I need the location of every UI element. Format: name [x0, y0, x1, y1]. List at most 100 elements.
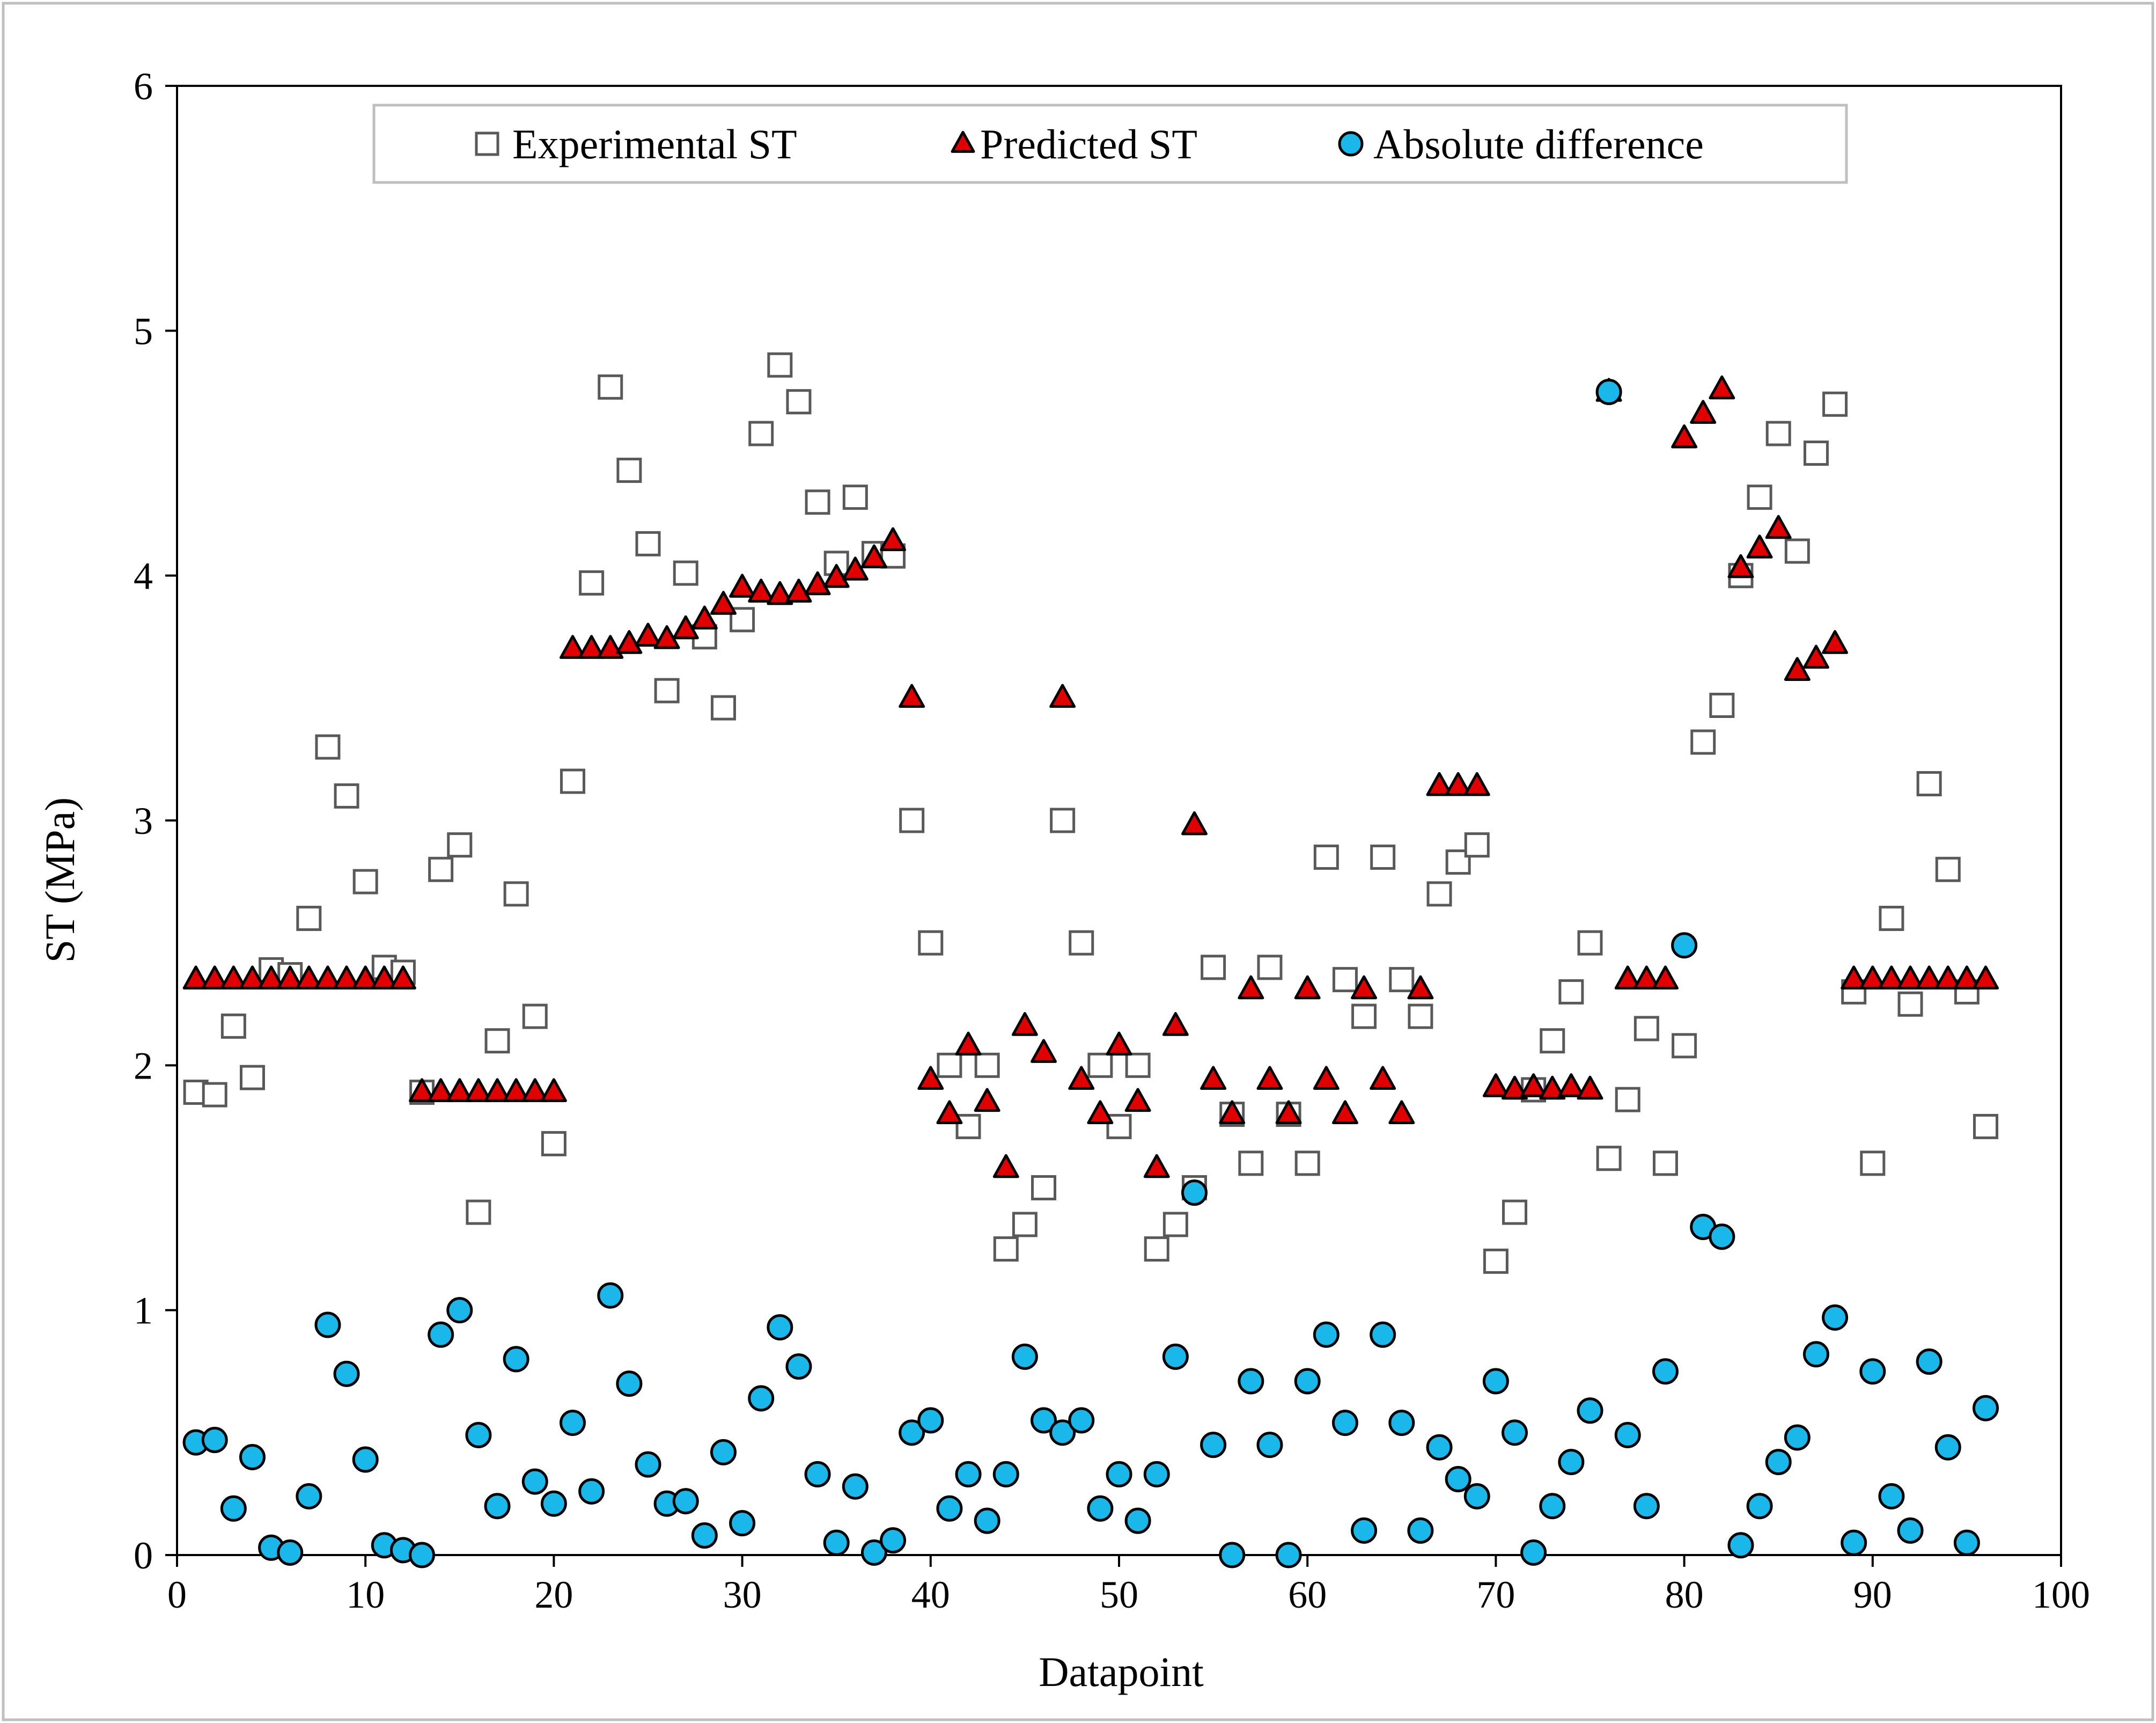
point-experimental-st — [918, 930, 944, 956]
point-predicted-st — [748, 578, 775, 603]
point-predicted-st — [691, 605, 718, 630]
point-predicted-st — [672, 615, 699, 640]
x-tick-label: 60 — [1288, 1573, 1327, 1616]
point-absolute-difference — [201, 1427, 228, 1454]
point-experimental-st — [560, 768, 586, 794]
point-experimental-st — [899, 808, 925, 833]
point-experimental-st — [1069, 930, 1094, 956]
point-predicted-st — [1916, 965, 1942, 989]
point-absolute-difference — [691, 1522, 718, 1549]
series-predicted-st — [182, 375, 1999, 1178]
point-absolute-difference — [1727, 1532, 1754, 1559]
point-absolute-difference — [748, 1385, 775, 1412]
point-experimental-st — [1860, 1150, 1886, 1176]
point-predicted-st — [767, 581, 793, 605]
y-tick-label: 2 — [134, 1044, 153, 1087]
point-experimental-st — [1615, 1087, 1640, 1112]
point-experimental-st — [1765, 421, 1791, 446]
point-predicted-st — [936, 1100, 963, 1124]
point-predicted-st — [540, 1078, 567, 1102]
point-absolute-difference — [1671, 932, 1698, 959]
point-absolute-difference — [1106, 1461, 1132, 1487]
point-absolute-difference — [1331, 1410, 1358, 1436]
point-absolute-difference — [1200, 1432, 1227, 1458]
axes: 0 10 20 30 40 50 60 70 80 90 100 0 1 2 3 4 5 6 — [134, 65, 2090, 1616]
point-absolute-difference — [220, 1495, 247, 1522]
legend-marker-experimental-st — [475, 131, 499, 156]
point-predicted-st — [974, 1088, 1000, 1112]
point-experimental-st — [1389, 967, 1415, 993]
point-experimental-st — [1502, 1199, 1528, 1225]
point-experimental-st — [1483, 1248, 1509, 1274]
legend-label-absolute-difference: Absolute difference — [1373, 121, 1704, 167]
point-absolute-difference — [785, 1353, 812, 1380]
point-absolute-difference — [296, 1483, 322, 1509]
point-predicted-st — [899, 684, 925, 708]
point-predicted-st — [578, 635, 605, 659]
point-absolute-difference — [1652, 1358, 1679, 1385]
x-tick-label: 100 — [2032, 1573, 2090, 1616]
legend: Experimental ST Predicted ST Absolute diff… — [372, 104, 1848, 184]
point-predicted-st — [1841, 965, 1867, 989]
point-absolute-difference — [465, 1421, 492, 1448]
point-experimental-st — [1652, 1150, 1678, 1176]
point-absolute-difference — [880, 1527, 907, 1554]
point-absolute-difference — [1181, 1179, 1208, 1206]
point-absolute-difference — [1577, 1397, 1603, 1424]
point-predicted-st — [446, 1078, 473, 1102]
point-predicted-st — [1520, 1073, 1547, 1097]
point-experimental-st — [1973, 1113, 1999, 1139]
point-predicted-st — [1238, 975, 1264, 1000]
point-predicted-st — [1953, 965, 1980, 989]
series-experimental-st — [183, 352, 1999, 1274]
x-tick-label: 30 — [723, 1573, 762, 1616]
point-experimental-st — [1370, 844, 1396, 870]
point-experimental-st — [1596, 1146, 1622, 1171]
point-absolute-difference — [804, 1461, 831, 1487]
point-experimental-st — [1408, 1003, 1433, 1029]
point-absolute-difference — [1765, 1449, 1792, 1476]
point-predicted-st — [1049, 684, 1076, 708]
point-experimental-st — [1747, 485, 1772, 510]
point-experimental-st — [1540, 1028, 1565, 1054]
point-absolute-difference — [560, 1410, 586, 1436]
point-predicted-st — [239, 965, 266, 989]
point-predicted-st — [992, 1154, 1019, 1178]
point-experimental-st — [579, 570, 605, 596]
point-absolute-difference — [1011, 1343, 1038, 1370]
point-predicted-st — [1973, 965, 1999, 989]
point-absolute-difference — [503, 1346, 529, 1373]
y-tick-label: 0 — [134, 1534, 153, 1577]
point-absolute-difference — [1709, 1223, 1735, 1250]
point-absolute-difference — [936, 1495, 963, 1522]
point-experimental-st — [786, 389, 812, 415]
point-experimental-st — [1294, 1150, 1320, 1176]
point-absolute-difference — [1031, 1407, 1057, 1434]
point-experimental-st — [1144, 1236, 1169, 1262]
point-predicted-st — [1162, 1012, 1189, 1036]
point-predicted-st — [955, 1031, 982, 1056]
point-predicted-st — [1765, 515, 1792, 539]
point-absolute-difference — [1049, 1419, 1076, 1446]
x-tick-label: 10 — [346, 1573, 385, 1616]
point-experimental-st — [805, 489, 830, 515]
point-absolute-difference — [239, 1443, 266, 1470]
point-predicted-st — [465, 1078, 492, 1102]
point-absolute-difference — [1973, 1395, 1999, 1421]
point-absolute-difference — [597, 1282, 624, 1309]
point-predicted-st — [842, 556, 869, 581]
point-predicted-st — [1068, 1066, 1095, 1090]
y-tick-label: 3 — [134, 800, 153, 842]
y-tick-label: 1 — [134, 1289, 153, 1332]
point-experimental-st — [767, 352, 793, 378]
x-tick-label: 50 — [1100, 1573, 1138, 1616]
point-predicted-st — [729, 574, 756, 598]
point-experimental-st — [466, 1199, 491, 1225]
point-predicted-st — [653, 625, 680, 649]
point-predicted-st — [785, 578, 812, 603]
point-absolute-difference — [823, 1529, 850, 1556]
point-absolute-difference — [1294, 1368, 1321, 1395]
point-predicted-st — [1709, 375, 1735, 400]
